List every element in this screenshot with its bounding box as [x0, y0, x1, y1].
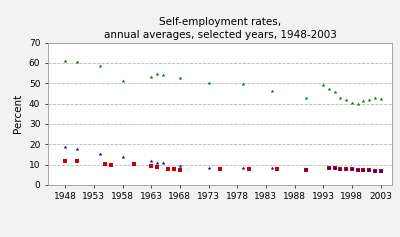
Nonagricultural industries [165, 167, 172, 171]
All industries [119, 155, 126, 159]
Agriculture [62, 59, 68, 63]
Agriculture [303, 96, 309, 99]
Nonagricultural industries [377, 169, 384, 173]
All industries [62, 145, 68, 149]
Agriculture [343, 98, 349, 101]
Nonagricultural industries [337, 167, 344, 171]
Nonagricultural industries [360, 168, 366, 172]
Agriculture [268, 90, 275, 93]
All industries [354, 168, 361, 172]
All industries [303, 167, 309, 170]
Nonagricultural industries [62, 160, 68, 163]
Agriculture [366, 98, 372, 101]
All industries [268, 166, 275, 170]
Nonagricultural industries [74, 160, 80, 163]
All industries [366, 169, 372, 172]
Agriculture [349, 101, 355, 105]
Agriculture [320, 83, 326, 87]
Nonagricultural industries [217, 167, 223, 170]
All industries [360, 168, 366, 172]
All industries [377, 169, 384, 173]
Agriculture [354, 102, 361, 105]
All industries [96, 152, 103, 156]
All industries [177, 164, 183, 168]
Agriculture [74, 60, 80, 64]
Nonagricultural industries [102, 162, 108, 166]
Agriculture [332, 91, 338, 94]
Agriculture [160, 73, 166, 77]
Nonagricultural industries [349, 168, 355, 171]
Title: Self-employment rates,
annual averages, selected years, 1948-2003: Self-employment rates, annual averages, … [104, 17, 336, 41]
Nonagricultural industries [148, 164, 154, 168]
All industries [349, 168, 355, 171]
Nonagricultural industries [131, 162, 137, 166]
All industries [337, 167, 344, 170]
All industries [148, 160, 154, 163]
Agriculture [119, 79, 126, 83]
Agriculture [205, 81, 212, 85]
Agriculture [177, 76, 183, 80]
Agriculture [360, 99, 366, 102]
All industries [332, 167, 338, 170]
Nonagricultural industries [154, 165, 160, 169]
Nonagricultural industries [366, 169, 372, 172]
All industries [160, 161, 166, 165]
All industries [372, 169, 378, 173]
Nonagricultural industries [171, 168, 177, 171]
Agriculture [326, 87, 332, 91]
Agriculture [337, 96, 344, 99]
Agriculture [240, 82, 246, 86]
All industries [205, 166, 212, 169]
Nonagricultural industries [354, 168, 361, 172]
All industries [154, 161, 160, 164]
All industries [343, 167, 349, 171]
Agriculture [148, 75, 154, 79]
Nonagricultural industries [372, 169, 378, 173]
Nonagricultural industries [108, 163, 114, 166]
All industries [326, 166, 332, 170]
All industries [240, 166, 246, 169]
Agriculture [372, 96, 378, 99]
Nonagricultural industries [177, 168, 183, 172]
All industries [74, 147, 80, 151]
Agriculture [154, 72, 160, 76]
Agriculture [377, 97, 384, 100]
Y-axis label: Percent: Percent [13, 94, 23, 133]
Nonagricultural industries [246, 167, 252, 170]
Legend: Nonagricultural industries, Agriculture, All industries: Nonagricultural industries, Agriculture,… [91, 235, 349, 237]
Nonagricultural industries [274, 167, 280, 170]
Agriculture [96, 64, 103, 68]
Nonagricultural industries [343, 167, 349, 171]
Nonagricultural industries [332, 167, 338, 170]
Nonagricultural industries [326, 166, 332, 170]
Nonagricultural industries [303, 168, 309, 172]
